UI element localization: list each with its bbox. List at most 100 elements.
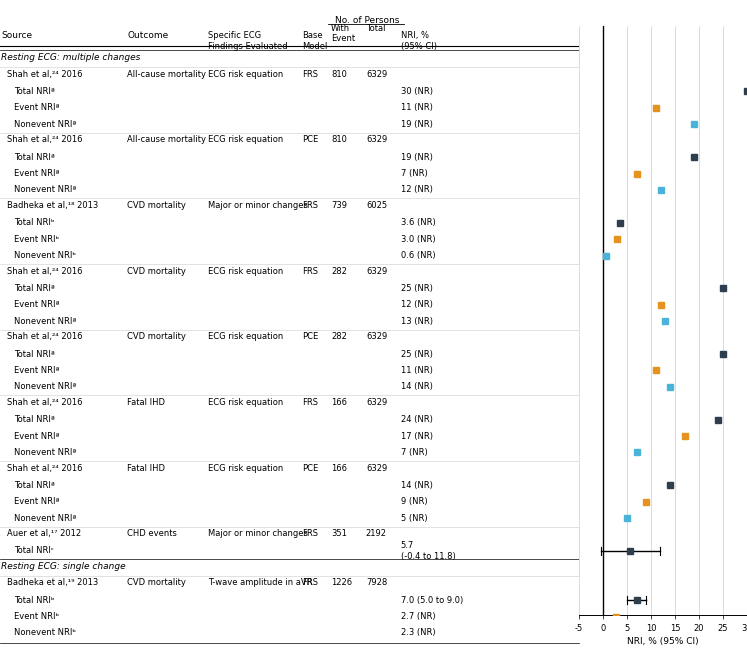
Text: CHD events: CHD events bbox=[127, 529, 177, 538]
Text: 6329: 6329 bbox=[366, 332, 387, 341]
Text: Shah et al,²⁴ 2016: Shah et al,²⁴ 2016 bbox=[7, 398, 82, 407]
Text: Event NRIª: Event NRIª bbox=[14, 104, 60, 113]
Text: Specific ECG
Findings Evaluated: Specific ECG Findings Evaluated bbox=[208, 31, 288, 51]
Text: Nonevent NRIᵇ: Nonevent NRIᵇ bbox=[14, 628, 76, 637]
Text: Nonevent NRIª: Nonevent NRIª bbox=[14, 382, 76, 391]
Text: 19 (NR): 19 (NR) bbox=[400, 120, 433, 129]
Text: Resting ECG: single change: Resting ECG: single change bbox=[1, 562, 125, 571]
Text: PCE: PCE bbox=[303, 135, 318, 145]
Text: Total: Total bbox=[366, 24, 385, 33]
Text: Fatal IHD: Fatal IHD bbox=[127, 398, 165, 407]
X-axis label: NRI, % (95% CI): NRI, % (95% CI) bbox=[627, 637, 698, 646]
Text: 11 (NR): 11 (NR) bbox=[400, 366, 433, 375]
Text: 14 (NR): 14 (NR) bbox=[400, 382, 433, 391]
Text: FRS: FRS bbox=[303, 578, 318, 587]
Text: Badheka et al,¹⁸ 2013: Badheka et al,¹⁸ 2013 bbox=[7, 201, 98, 210]
Text: 7 (NR): 7 (NR) bbox=[400, 448, 427, 457]
Text: Total NRIª: Total NRIª bbox=[14, 87, 55, 96]
Text: With
Event: With Event bbox=[331, 24, 356, 44]
Text: No. of Persons: No. of Persons bbox=[335, 16, 400, 25]
Text: Nonevent NRIª: Nonevent NRIª bbox=[14, 448, 76, 457]
Text: Major or minor changes: Major or minor changes bbox=[208, 201, 309, 210]
Text: NRI, %
(95% CI): NRI, % (95% CI) bbox=[400, 31, 436, 51]
Text: Badheka et al,¹⁹ 2013: Badheka et al,¹⁹ 2013 bbox=[7, 578, 98, 587]
Text: ECG risk equation: ECG risk equation bbox=[208, 135, 284, 145]
Text: Total NRIᵇ: Total NRIᵇ bbox=[14, 596, 55, 605]
Text: 5 (NR): 5 (NR) bbox=[400, 514, 427, 523]
Text: Shah et al,²⁴ 2016: Shah et al,²⁴ 2016 bbox=[7, 267, 82, 275]
Text: 282: 282 bbox=[331, 332, 347, 341]
Text: T-wave amplitude in aVR: T-wave amplitude in aVR bbox=[208, 578, 313, 587]
Text: 810: 810 bbox=[331, 135, 347, 145]
Text: 2.3 (NR): 2.3 (NR) bbox=[400, 628, 436, 637]
Text: PCE: PCE bbox=[303, 332, 318, 341]
Text: FRS: FRS bbox=[303, 201, 318, 210]
Text: CVD mortality: CVD mortality bbox=[127, 201, 186, 210]
Text: Shah et al,²⁴ 2016: Shah et al,²⁴ 2016 bbox=[7, 464, 82, 473]
Text: FRS: FRS bbox=[303, 398, 318, 407]
Text: Nonevent NRIª: Nonevent NRIª bbox=[14, 514, 76, 523]
Text: Total NRIª: Total NRIª bbox=[14, 415, 55, 424]
Text: 12 (NR): 12 (NR) bbox=[400, 300, 433, 309]
Text: Nonevent NRIᵇ: Nonevent NRIᵇ bbox=[14, 251, 76, 260]
Text: Shah et al,²⁴ 2016: Shah et al,²⁴ 2016 bbox=[7, 70, 82, 79]
Text: 6329: 6329 bbox=[366, 464, 387, 473]
Text: Total NRIª: Total NRIª bbox=[14, 152, 55, 161]
Text: ECG risk equation: ECG risk equation bbox=[208, 267, 284, 275]
Text: 13 (NR): 13 (NR) bbox=[400, 316, 433, 326]
Text: 6025: 6025 bbox=[366, 201, 387, 210]
Text: Auer et al,¹⁷ 2012: Auer et al,¹⁷ 2012 bbox=[7, 529, 81, 538]
Text: All-cause mortality: All-cause mortality bbox=[127, 135, 206, 145]
Text: Outcome: Outcome bbox=[127, 31, 169, 40]
Text: 5.7
(-0.4 to 11.8): 5.7 (-0.4 to 11.8) bbox=[400, 541, 456, 561]
Text: Fatal IHD: Fatal IHD bbox=[127, 464, 165, 473]
Text: PCE: PCE bbox=[303, 464, 318, 473]
Text: CVD mortality: CVD mortality bbox=[127, 578, 186, 587]
Text: 7928: 7928 bbox=[366, 578, 387, 587]
Text: CVD mortality: CVD mortality bbox=[127, 267, 186, 275]
Text: 19 (NR): 19 (NR) bbox=[400, 152, 433, 161]
Text: ECG risk equation: ECG risk equation bbox=[208, 398, 284, 407]
Text: Base
Model: Base Model bbox=[303, 31, 328, 51]
Text: 7.0 (5.0 to 9.0): 7.0 (5.0 to 9.0) bbox=[400, 596, 463, 605]
Text: 282: 282 bbox=[331, 267, 347, 275]
Text: Event NRIª: Event NRIª bbox=[14, 366, 60, 375]
Text: 25 (NR): 25 (NR) bbox=[400, 284, 433, 293]
Text: 166: 166 bbox=[331, 464, 347, 473]
Text: 11 (NR): 11 (NR) bbox=[400, 104, 433, 113]
Text: Total NRIª: Total NRIª bbox=[14, 284, 55, 293]
Text: Shah et al,²⁴ 2016: Shah et al,²⁴ 2016 bbox=[7, 332, 82, 341]
Text: Nonevent NRIª: Nonevent NRIª bbox=[14, 316, 76, 326]
Text: ECG risk equation: ECG risk equation bbox=[208, 332, 284, 341]
Text: 14 (NR): 14 (NR) bbox=[400, 481, 433, 490]
Text: FRS: FRS bbox=[303, 70, 318, 79]
Text: 1226: 1226 bbox=[331, 578, 353, 587]
Text: 351: 351 bbox=[331, 529, 347, 538]
Text: FRS: FRS bbox=[303, 529, 318, 538]
Text: Event NRIᵇ: Event NRIᵇ bbox=[14, 612, 59, 621]
Text: 6329: 6329 bbox=[366, 267, 387, 275]
Text: Total NRIª: Total NRIª bbox=[14, 350, 55, 359]
Text: Resting ECG: multiple changes: Resting ECG: multiple changes bbox=[1, 53, 140, 62]
Text: 7 (NR): 7 (NR) bbox=[400, 169, 427, 178]
Text: Nonevent NRIª: Nonevent NRIª bbox=[14, 120, 76, 129]
Text: Shah et al,²⁴ 2016: Shah et al,²⁴ 2016 bbox=[7, 135, 82, 145]
Text: Event NRIª: Event NRIª bbox=[14, 169, 60, 178]
Text: Event NRIª: Event NRIª bbox=[14, 300, 60, 309]
Text: Event NRIª: Event NRIª bbox=[14, 497, 60, 506]
Text: FRS: FRS bbox=[303, 267, 318, 275]
Text: Nonevent NRIª: Nonevent NRIª bbox=[14, 186, 76, 195]
Text: 24 (NR): 24 (NR) bbox=[400, 415, 433, 424]
Text: 166: 166 bbox=[331, 398, 347, 407]
Text: Source: Source bbox=[1, 31, 32, 40]
Text: 3.6 (NR): 3.6 (NR) bbox=[400, 218, 436, 227]
Text: Total NRIᵇ: Total NRIᵇ bbox=[14, 218, 55, 227]
Text: Total NRIª: Total NRIª bbox=[14, 481, 55, 490]
Text: ECG risk equation: ECG risk equation bbox=[208, 464, 284, 473]
Text: 739: 739 bbox=[331, 201, 347, 210]
Text: 12 (NR): 12 (NR) bbox=[400, 186, 433, 195]
Text: 2.7 (NR): 2.7 (NR) bbox=[400, 612, 436, 621]
Text: 3.0 (NR): 3.0 (NR) bbox=[400, 234, 436, 243]
Text: 6329: 6329 bbox=[366, 135, 387, 145]
Text: 25 (NR): 25 (NR) bbox=[400, 350, 433, 359]
